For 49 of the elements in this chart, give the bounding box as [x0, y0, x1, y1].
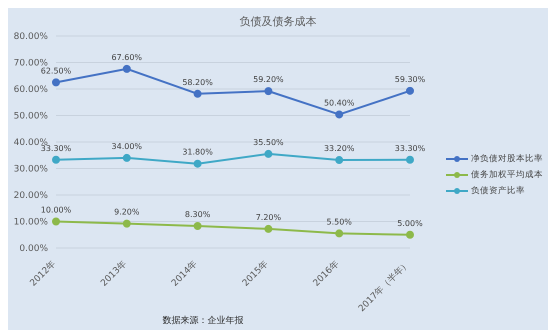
data-label: 5.50%	[326, 217, 352, 226]
point	[335, 229, 344, 238]
point	[122, 64, 131, 73]
point	[406, 86, 414, 95]
data-label: 58.20%	[182, 78, 214, 87]
point	[335, 156, 344, 164]
source-note: 数据来源：企业年报	[162, 314, 244, 327]
y-tick-label: 80.00%	[14, 32, 48, 42]
point	[264, 150, 272, 158]
data-label: 9.20%	[114, 208, 140, 217]
data-label: 5.00%	[397, 218, 424, 228]
y-tick-label: 0.00%	[19, 244, 48, 254]
data-label: 10.00%	[40, 206, 72, 214]
point	[52, 156, 60, 164]
data-label: 33.20%	[324, 144, 355, 154]
point	[52, 218, 60, 226]
point	[194, 222, 202, 230]
chart-title: 负债及债务成本	[238, 14, 318, 29]
data-label: 33.30%	[40, 144, 72, 153]
point	[406, 156, 414, 164]
point	[122, 154, 131, 162]
point	[194, 90, 202, 98]
point	[335, 110, 344, 118]
data-label: 31.80%	[182, 148, 214, 157]
legend-label: 债务加权平均成本	[471, 169, 543, 181]
point	[264, 87, 272, 96]
data-label: 34.00%	[112, 142, 142, 151]
data-label: 59.20%	[253, 75, 284, 84]
data-label: 50.40%	[324, 98, 355, 108]
point	[406, 230, 414, 239]
y-tick-label: 20.00%	[14, 191, 48, 202]
y-tick-label: 50.00%	[14, 112, 48, 122]
data-label: 33.30%	[394, 144, 426, 153]
point	[264, 224, 272, 233]
legend-label: 负债资产比率	[471, 185, 525, 197]
point	[122, 220, 131, 228]
data-label: 67.60%	[112, 52, 142, 62]
y-tick-label: 10.00%	[14, 218, 48, 228]
legend-label: 净负债对股本比率	[471, 153, 543, 165]
y-tick-label: 60.00%	[14, 85, 48, 96]
data-label: 7.20%	[256, 212, 282, 222]
y-tick-label: 30.00%	[14, 164, 48, 175]
point	[52, 78, 60, 86]
data-label: 62.50%	[40, 66, 72, 76]
point	[194, 160, 202, 168]
data-label: 59.30%	[394, 74, 426, 84]
y-tick-label: 70.00%	[14, 58, 48, 69]
data-label: 35.50%	[253, 138, 284, 147]
data-label: 8.30%	[184, 210, 211, 220]
